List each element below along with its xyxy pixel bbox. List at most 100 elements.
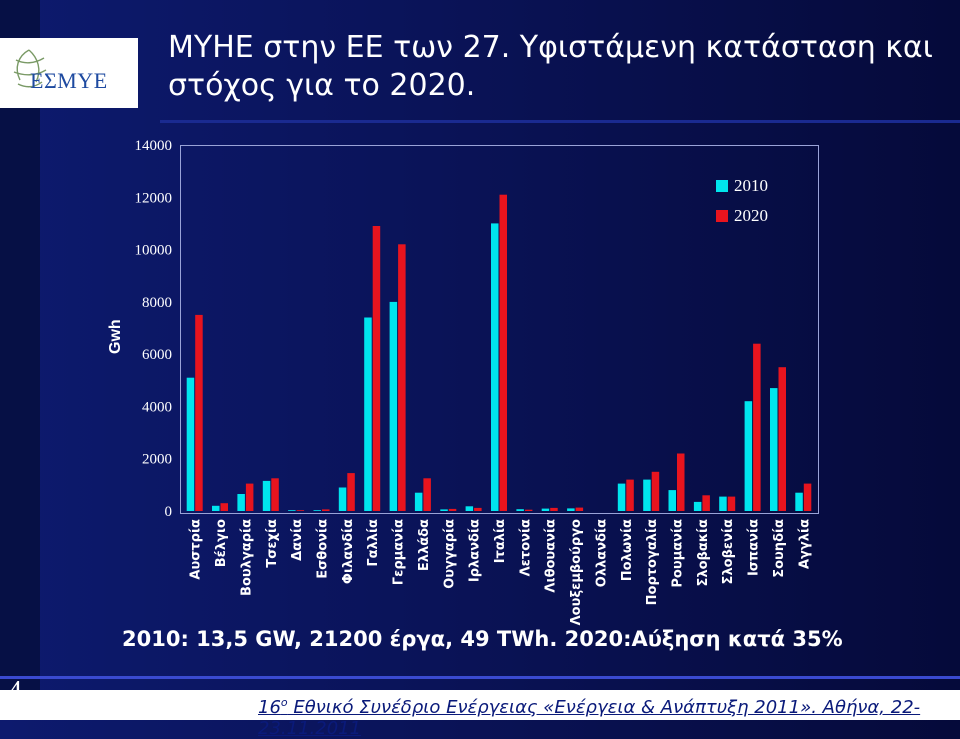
bar-2010 [237, 494, 245, 511]
x-tick-label: Αυστρία [189, 519, 204, 580]
footer-text: 16ο Εθνικό Συνέδριο Ενέργειας «Ενέργεια … [258, 696, 960, 739]
x-tick-label: Τσεχία [265, 519, 280, 568]
x-tick-label: Λουξεμβούργο [569, 519, 584, 625]
bar-2010 [288, 510, 296, 511]
x-tick-label: Βέλγιο [214, 519, 229, 567]
legend-swatch-2010 [716, 180, 728, 192]
x-tick-label: Βουλγαρία [239, 519, 254, 596]
bar-2020 [499, 194, 507, 511]
x-tick-label: Ελλάδα [417, 519, 432, 571]
chart-frame [180, 145, 819, 514]
y-tick-label: 8000 [142, 295, 172, 311]
y-tick-label: 10000 [135, 243, 173, 259]
bar-2010 [643, 479, 651, 511]
bar-2020 [626, 479, 634, 511]
footer-prefix: 16 [258, 697, 281, 718]
bar-2010 [212, 505, 220, 511]
bar-2020 [474, 507, 482, 511]
bar-2010 [414, 492, 423, 511]
bar-2020 [245, 483, 254, 511]
y-tick-label: 14000 [135, 138, 173, 154]
bar-2010 [516, 509, 524, 511]
bar-2020 [322, 509, 330, 511]
y-tick-label: 4000 [142, 399, 172, 415]
bar-2010 [719, 496, 727, 511]
x-tick-label: Σλοβακία [696, 519, 711, 587]
bar-2020 [575, 507, 584, 511]
title-area: ΜΥΗΕ στην ΕΕ των 27. Υφιστάμενη κατάστασ… [160, 0, 960, 120]
bar-2020 [677, 453, 685, 511]
bar-2020 [220, 503, 228, 511]
footer-bar [0, 690, 960, 720]
bar-2020 [372, 226, 381, 511]
legend-label-2010: 2010 [734, 176, 768, 195]
bar-2010 [186, 377, 195, 511]
bar-2010 [567, 508, 575, 511]
x-tick-label: Γερμανία [392, 519, 407, 585]
x-tick-label: Ιταλία [493, 519, 508, 563]
logo: ΕΣΜΥΕ [0, 38, 138, 108]
footer-sup: ο [280, 696, 288, 709]
bar-2020 [651, 471, 660, 511]
y-tick-label: 0 [165, 504, 173, 520]
bar-2020 [347, 473, 355, 511]
x-tick-label: Λιθουανία [544, 519, 559, 593]
bar-2020 [803, 483, 812, 511]
logo-text: ΕΣΜΥΕ [30, 68, 108, 93]
legend-swatch-2020 [716, 210, 728, 222]
bar-2010 [338, 487, 347, 511]
bar-2010 [313, 510, 321, 511]
bar-2010 [617, 483, 626, 511]
bar-2020 [550, 507, 558, 511]
y-tick-label: 12000 [135, 190, 173, 206]
bar-2020 [448, 508, 457, 511]
bar-2010 [440, 509, 448, 511]
page-title-line-1: ΜΥΗΕ στην ΕΕ των 27. Υφιστάμενη κατάστασ… [168, 30, 933, 65]
bar-2010 [364, 317, 372, 511]
y-tick-label: 6000 [142, 347, 172, 363]
bar-2010 [795, 492, 803, 511]
x-tick-label: Λετονία [518, 519, 533, 576]
bar-2020 [727, 496, 736, 511]
bar-2010 [491, 223, 499, 511]
bar-2020 [423, 478, 431, 511]
bar-2010 [770, 388, 778, 511]
bar-2020 [195, 314, 203, 511]
bar-2020 [778, 367, 786, 511]
x-tick-label: Σλοβενία [721, 519, 736, 585]
bar-2020 [398, 244, 406, 512]
bar-2010 [668, 490, 676, 511]
x-tick-label: Αγγλία [797, 519, 812, 569]
bar-2010 [465, 506, 474, 511]
x-tick-label: Ολλανδία [594, 519, 609, 587]
logo-mark-icon [13, 49, 47, 88]
y-tick-label: 2000 [142, 452, 172, 468]
title-divider [160, 120, 960, 123]
x-tick-label: Φιλανδία [341, 519, 356, 584]
left-strip [0, 0, 40, 720]
x-tick-label: Σουηδία [772, 519, 787, 578]
bar-2020 [753, 343, 761, 511]
page-title-line-2: στόχος για το 2020. [168, 68, 476, 103]
bar-2020 [271, 478, 279, 511]
x-tick-label: Δανία [290, 519, 305, 561]
bar-2020 [702, 495, 710, 511]
x-tick-label: Πορτογαλία [645, 519, 660, 605]
bar-2020 [524, 509, 533, 511]
bar-chart: 0 2000 4000 6000 8000 10000 12000 14000 Αυστρία Β… [135, 138, 812, 625]
x-tick-label: Εσθονία [316, 519, 331, 579]
legend-label-2020: 2020 [734, 206, 768, 225]
bar-2020 [296, 510, 305, 511]
footer-divider [0, 676, 960, 679]
x-tick-label: Ιρλανδία [468, 519, 483, 582]
bar-2010 [262, 480, 271, 511]
x-tick-label: Ρουμανία [671, 519, 686, 588]
x-tick-label: Ουγγαρία [442, 519, 457, 589]
x-tick-label: Πολωνία [620, 519, 635, 581]
x-tick-label: Ισπανία [747, 519, 762, 576]
x-tick-label: Γαλλία [366, 519, 381, 567]
footer-rest: Εθνικό Συνέδριο Ενέργειας «Ενέργεια & Αν… [258, 697, 921, 739]
bar-2010 [693, 501, 702, 511]
bar-2010 [744, 401, 753, 511]
summary-text: 2010: 13,5 GW, 21200 έργα, 49 TWh. 2020:… [122, 627, 843, 651]
